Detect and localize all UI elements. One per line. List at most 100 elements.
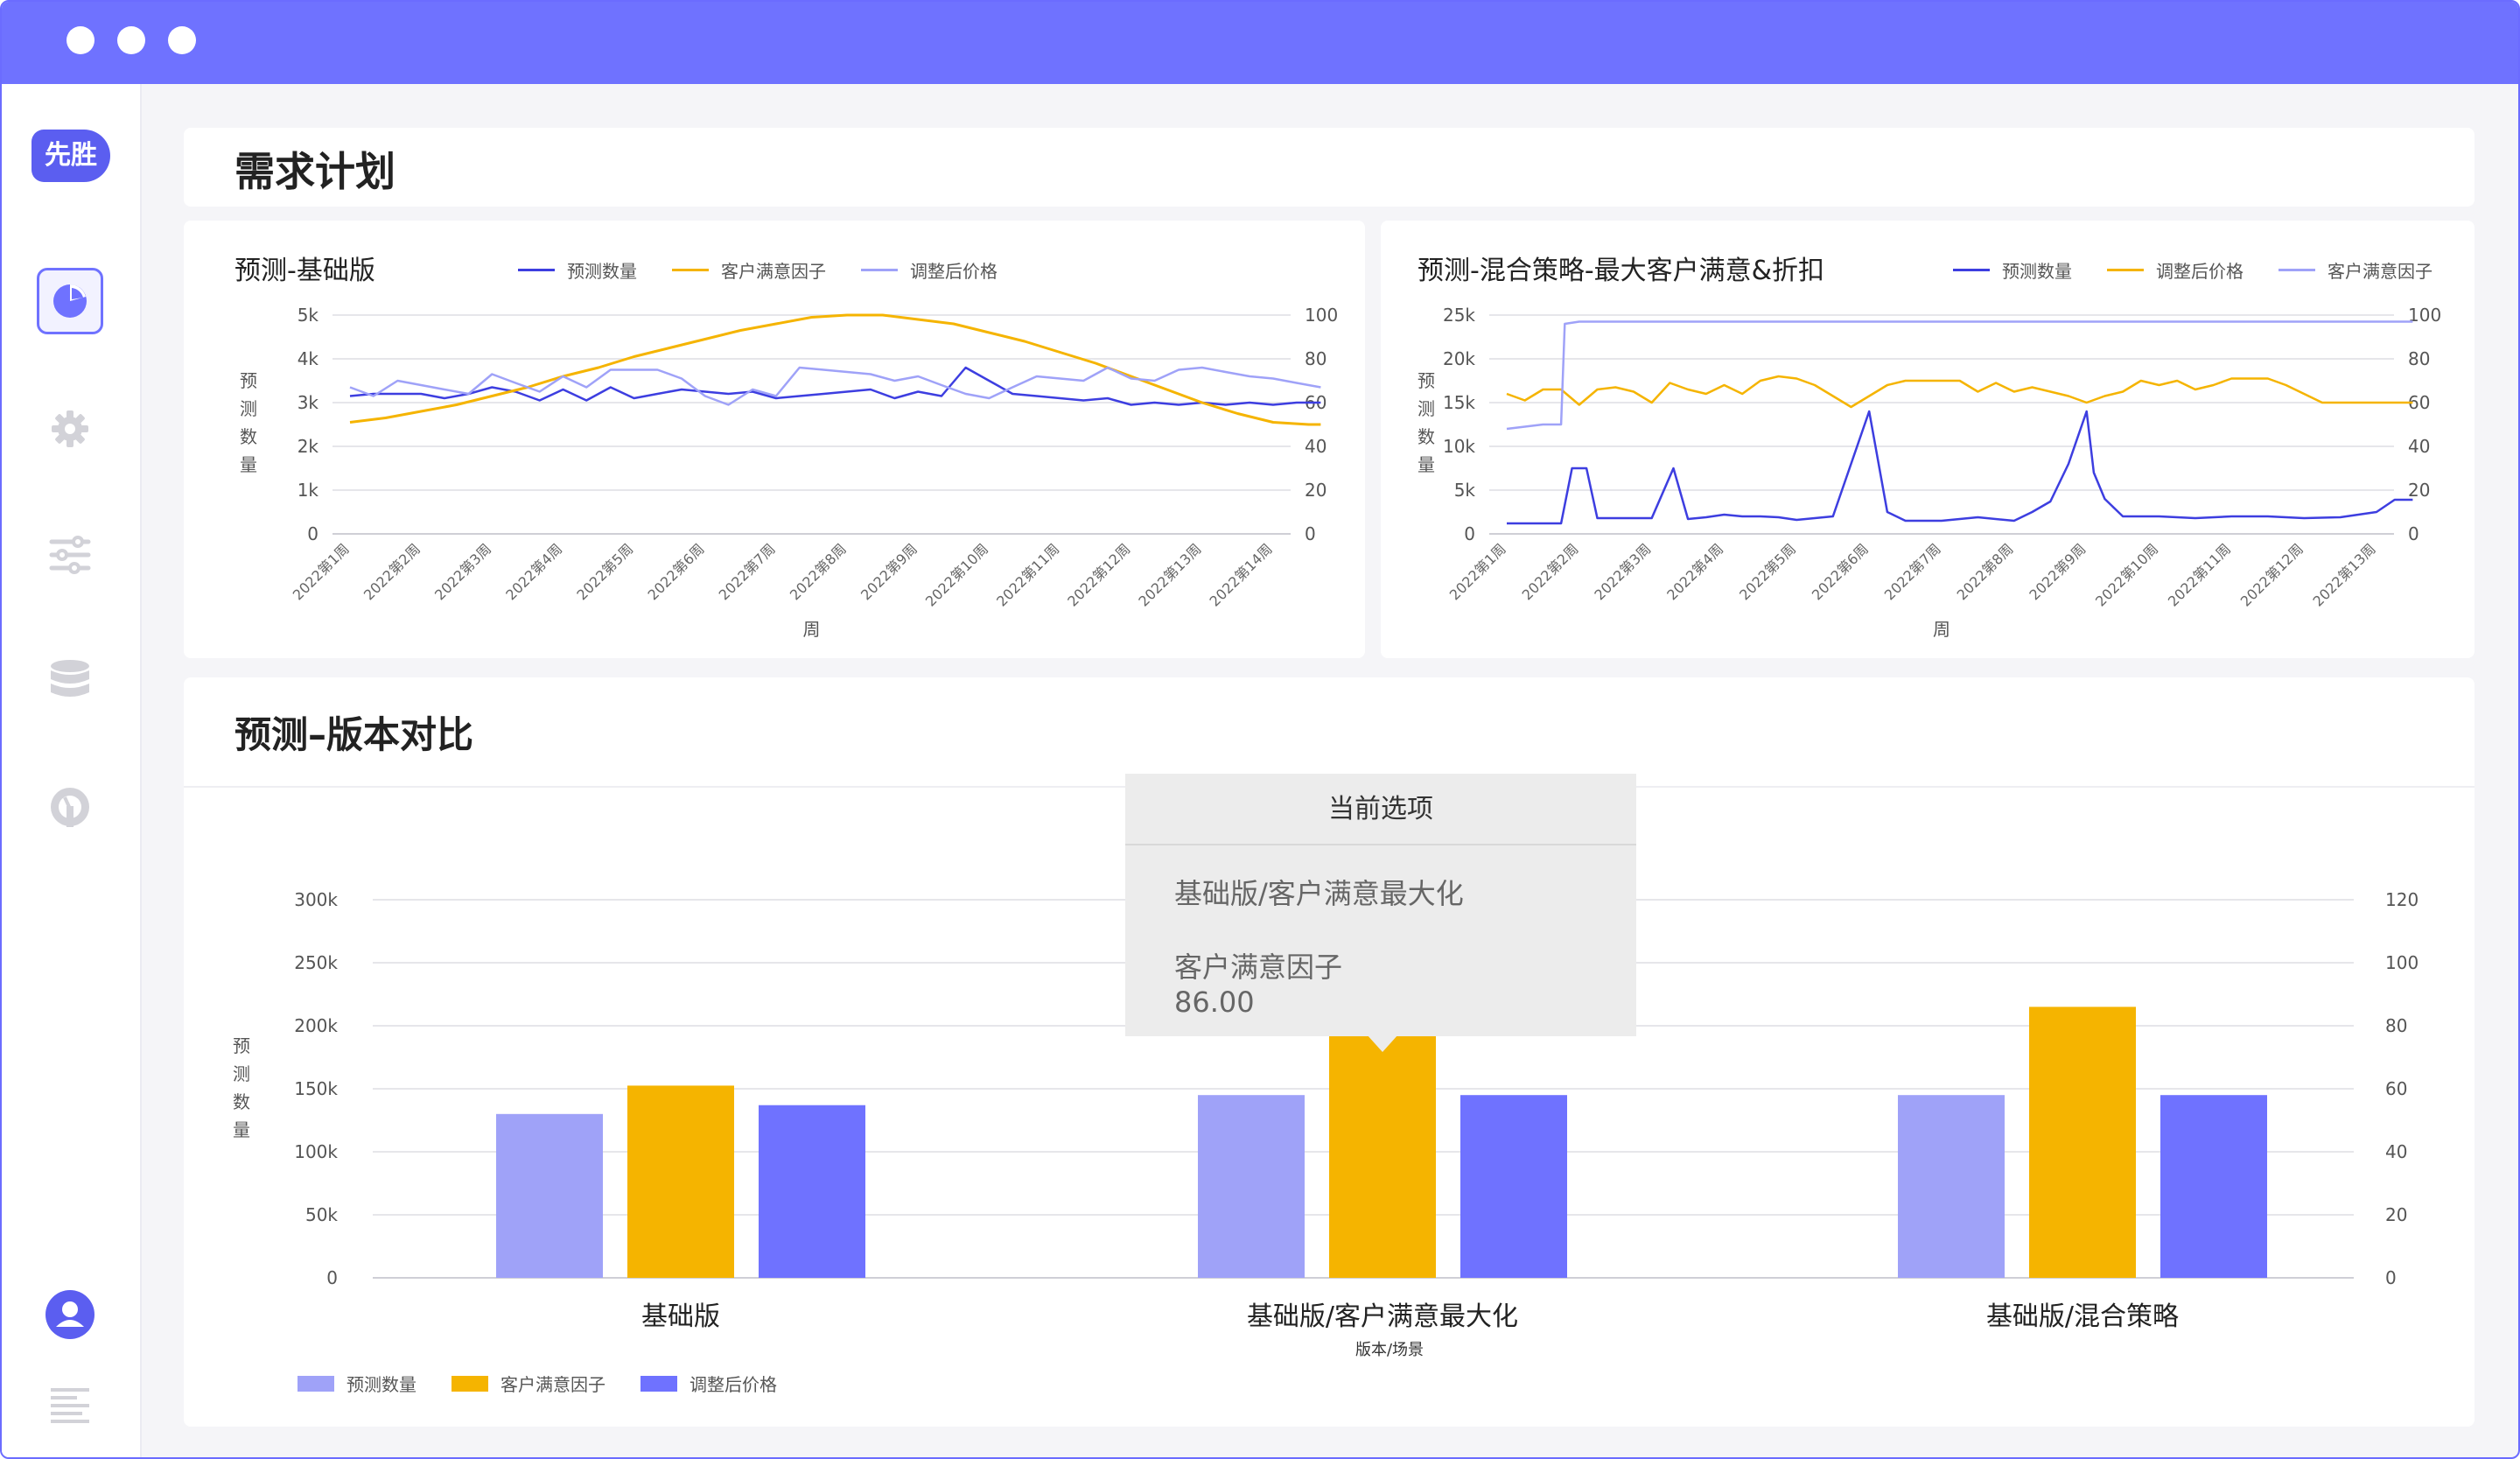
x-tick-label: 2022第2周 (1519, 540, 1582, 603)
tooltip-header: 当前选项 (1125, 774, 1636, 845)
y-axis-label: 数 (1418, 426, 1435, 447)
x-tick-label: 基础版 (641, 1301, 720, 1332)
app-logo[interactable]: 先胜 (32, 130, 110, 182)
y2-tick-label: 0 (2408, 523, 2419, 544)
sidebar-item-filters[interactable] (37, 522, 103, 588)
x-tick-label: 2022第11周 (2165, 540, 2234, 609)
x-tick-label: 基础版/客户满意最大化 (1247, 1301, 1518, 1332)
x-tick-label: 2022第12周 (2237, 540, 2306, 609)
y2-tick-label: 20 (2385, 1204, 2407, 1225)
y-tick-label: 2k (298, 436, 319, 457)
legend-item[interactable]: 调整后价格 (861, 257, 998, 283)
y-tick-label: 0 (307, 523, 318, 544)
window-dot-maximize[interactable] (168, 26, 196, 54)
series-line (1506, 320, 2413, 431)
bar (627, 1085, 734, 1278)
title-bar (2, 2, 2518, 84)
window-dot-close[interactable] (66, 26, 94, 54)
y-tick-label: 3k (298, 392, 319, 413)
user-menu[interactable] (37, 1281, 103, 1348)
tooltip-value: 86.00 (1174, 986, 1255, 1019)
legend-item[interactable]: 调整后价格 (640, 1371, 777, 1396)
x-tick-label: 2022第7周 (1881, 540, 1944, 603)
sidebar-item-dashboard[interactable] (37, 268, 103, 334)
legend-label: 调整后价格 (910, 261, 998, 282)
y-tick-label: 0 (1464, 523, 1475, 544)
x-tick-label: 2022第4周 (1663, 540, 1726, 603)
x-tick-label: 2022第9周 (2026, 540, 2089, 603)
legend-item[interactable]: 客户满意因子 (2278, 257, 2432, 283)
chart-panel-basic: 预测-基础版 预测数量 客户满意因子 调整后价格 5k 100 4k 80 3k 60 2k… (184, 221, 1365, 658)
series-line (1506, 375, 2413, 409)
page-header: 需求计划 (184, 128, 2474, 207)
legend-label: 客户满意因子 (500, 1374, 606, 1395)
chart-compare-svg: 300k 120 250k 100 200k 80 150k 60 100k 40 50k 20 0 0 预… (233, 889, 2418, 1359)
chart-tooltip: 当前选项 基础版/客户满意最大化 客户满意因子 86.00 (1125, 774, 1636, 1036)
y-tick-label: 200k (294, 1015, 338, 1036)
sidebar-item-settings[interactable] (37, 396, 103, 462)
y-axis-label: 量 (233, 1119, 250, 1140)
y-tick-label: 250k (294, 952, 338, 973)
chart-title: 预测-混合策略-最大客户满意&折扣 (1418, 256, 1825, 286)
sidebar-item-data[interactable] (37, 648, 103, 714)
y2-tick-label: 40 (2385, 1141, 2407, 1162)
x-tick-label: 2022第6周 (645, 540, 708, 603)
sidebar: 先胜 (2, 84, 142, 1457)
bar (759, 1105, 865, 1278)
chart-legend: 预测数量 客户满意因子 调整后价格 (518, 257, 1032, 283)
y2-tick-label: 0 (2385, 1267, 2397, 1288)
y-tick-label: 4k (298, 348, 319, 369)
y-axis-label: 数 (240, 426, 257, 447)
y-tick-label: 10k (1443, 436, 1475, 457)
sidebar-item-monitor[interactable] (37, 774, 103, 840)
x-tick-label: 2022第10周 (2092, 540, 2161, 609)
series-line (349, 313, 1321, 426)
x-axis-label: 版本/场景 (1355, 1341, 1424, 1359)
x-tick-label: 基础版/混合策略 (1986, 1301, 2179, 1332)
chart-legend: 预测数量 客户满意因子 调整后价格 (298, 1371, 812, 1396)
legend-item[interactable]: 预测数量 (518, 257, 637, 283)
bar (2160, 1095, 2267, 1278)
y-tick-label: 15k (1443, 392, 1475, 413)
legend-item[interactable]: 预测数量 (298, 1371, 416, 1396)
y-axis-label: 量 (1418, 454, 1435, 475)
sliders-icon (49, 536, 91, 574)
legend-label: 客户满意因子 (721, 261, 826, 282)
y2-tick-label: 100 (2408, 305, 2441, 326)
x-tick-label: 2022第1周 (1446, 540, 1509, 603)
y-tick-label: 1k (298, 480, 319, 501)
y-tick-label: 5k (298, 305, 319, 326)
x-tick-label: 2022第9周 (858, 540, 920, 603)
legend-item[interactable]: 调整后价格 (2107, 257, 2244, 283)
menu-lines-icon (51, 1388, 89, 1423)
legend-label: 客户满意因子 (2328, 261, 2432, 282)
x-tick-label: 2022第5周 (1736, 540, 1799, 603)
legend-label: 预测数量 (2002, 261, 2072, 282)
y2-tick-label: 100 (1305, 305, 1338, 326)
legend-item[interactable]: 客户满意因子 (452, 1371, 606, 1396)
y2-tick-label: 80 (2408, 348, 2430, 369)
series-line (349, 366, 1321, 406)
legend-label: 调整后价格 (2156, 261, 2244, 282)
x-tick-label: 2022第13周 (1135, 540, 1204, 609)
legend-item[interactable]: 客户满意因子 (672, 257, 826, 283)
bar (2029, 1007, 2136, 1278)
x-tick-label: 2022第5周 (573, 540, 636, 603)
chart-panel-mixed: 预测-混合策略-最大客户满意&折扣 预测数量 调整后价格 客户满意因子 25k 1… (1381, 221, 2474, 658)
dashboard-icon (51, 788, 89, 827)
bar (1329, 1007, 1436, 1278)
y-axis-label: 测 (1418, 398, 1435, 419)
y-axis-label: 预 (240, 370, 257, 391)
x-tick-label: 2022第3周 (1591, 540, 1654, 603)
legend-item[interactable]: 预测数量 (1953, 257, 2072, 283)
y2-tick-label: 0 (1305, 523, 1316, 544)
tooltip-body: 基础版/客户满意最大化 客户满意因子 86.00 (1125, 845, 1636, 1045)
collapse-menu[interactable] (37, 1372, 103, 1439)
y-tick-label: 25k (1443, 305, 1475, 326)
window-dot-minimize[interactable] (117, 26, 145, 54)
x-tick-label: 2022第12周 (1064, 540, 1133, 609)
chart-legend: 预测数量 调整后价格 客户满意因子 (1953, 257, 2468, 283)
x-axis-label: 周 (1933, 619, 1950, 640)
y-axis-label: 预 (1418, 370, 1435, 391)
